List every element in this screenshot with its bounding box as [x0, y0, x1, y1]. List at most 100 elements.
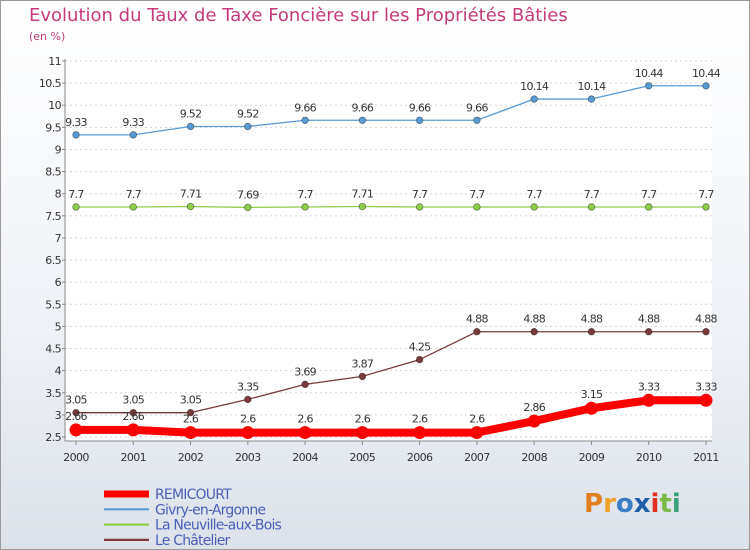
data-label: 3.69 — [294, 365, 316, 378]
data-point — [244, 122, 252, 131]
data-point — [702, 203, 710, 211]
data-label: 2.6 — [412, 413, 428, 426]
y-tick-label: 7.5 — [45, 210, 61, 223]
legend-label: Le Châtelier — [155, 533, 231, 549]
data-label: 4.25 — [409, 341, 431, 354]
data-label: 7.7 — [641, 188, 657, 201]
data-point — [642, 393, 656, 407]
data-point — [358, 202, 367, 211]
data-point — [413, 426, 427, 440]
data-label: 10.44 — [635, 67, 664, 80]
data-point — [587, 203, 596, 211]
x-tick-label: 2008 — [521, 451, 547, 464]
y-tick-label: 10.5 — [39, 77, 62, 90]
data-label: 3.33 — [638, 380, 660, 393]
data-point — [584, 401, 598, 415]
data-point — [72, 131, 80, 139]
data-label: 7.7 — [469, 188, 485, 201]
data-point — [186, 408, 195, 417]
data-label: 3.05 — [122, 394, 144, 407]
plot-area — [65, 59, 712, 441]
data-label: 9.66 — [352, 101, 374, 114]
y-tick-label: 4 — [55, 365, 62, 378]
x-tick-label: 2010 — [636, 451, 662, 464]
data-label: 7.7 — [412, 188, 428, 201]
logo-letter: r — [603, 489, 616, 519]
data-point — [126, 423, 140, 437]
data-label: 10.44 — [692, 67, 721, 80]
data-label: 4.88 — [638, 313, 660, 326]
data-point — [184, 426, 198, 440]
data-label: 4.88 — [523, 313, 545, 326]
legend-label: Givry-en-Argonne — [155, 502, 265, 518]
data-point — [645, 82, 653, 90]
data-point — [298, 426, 312, 440]
data-point — [470, 426, 484, 440]
data-point — [699, 393, 713, 407]
x-tick-label: 2009 — [579, 451, 605, 464]
data-label: 7.71 — [180, 188, 202, 201]
data-point — [358, 116, 367, 124]
data-point — [301, 116, 309, 124]
data-point — [645, 203, 653, 211]
legend-label: La Neuville-aux-Bois — [155, 518, 282, 534]
logo-letter: i — [671, 489, 681, 519]
data-point — [301, 380, 309, 389]
data-point — [415, 116, 424, 124]
data-label: 10.14 — [577, 80, 606, 93]
data-label: 2.86 — [523, 401, 545, 414]
logo-letter: i — [650, 489, 660, 519]
x-tick-label: 2011 — [693, 451, 719, 464]
y-tick-label: 9.5 — [45, 121, 61, 134]
data-point — [355, 426, 369, 440]
data-label: 2.6 — [183, 413, 199, 426]
data-point — [415, 203, 424, 211]
data-point — [244, 395, 252, 404]
y-tick-label: 10 — [48, 99, 61, 112]
logo-letter: t — [659, 489, 672, 519]
y-tick-label: 7 — [55, 232, 62, 245]
data-point — [186, 122, 195, 131]
x-tick-label: 2002 — [178, 451, 204, 464]
data-label: 3.05 — [180, 394, 202, 407]
data-point — [587, 328, 596, 336]
data-point — [473, 203, 481, 211]
data-label: 4.88 — [466, 313, 488, 326]
x-tick-label: 2006 — [407, 451, 433, 464]
data-point — [186, 202, 195, 211]
chart-title: Evolution du Taux de Taxe Foncière sur l… — [29, 5, 568, 26]
data-label: 3.35 — [237, 380, 259, 393]
logo-letter: o — [615, 489, 634, 519]
data-point — [69, 423, 83, 437]
data-point — [530, 203, 538, 211]
data-label: 7.7 — [126, 188, 142, 201]
logo-letter: x — [633, 489, 651, 519]
data-label: 2.6 — [469, 413, 485, 426]
y-tick-label: 6 — [55, 276, 62, 289]
data-point — [415, 355, 424, 364]
x-tick-label: 2005 — [350, 451, 376, 464]
data-point — [587, 95, 596, 103]
data-label: 9.52 — [180, 107, 202, 120]
y-tick-label: 11 — [48, 55, 61, 68]
data-point — [129, 408, 137, 417]
data-label: 3.87 — [352, 357, 374, 370]
series-line-givry-en-argonne — [75, 85, 707, 136]
data-label: 7.7 — [698, 188, 714, 201]
series-line-la-neuville-aux-bois — [75, 205, 707, 209]
data-point — [530, 328, 538, 336]
data-point — [645, 328, 653, 336]
data-point — [527, 414, 541, 428]
y-tick-label: 4.5 — [45, 343, 61, 356]
data-label: 9.66 — [294, 101, 316, 114]
data-point — [129, 131, 137, 139]
y-tick-label: 6.5 — [45, 254, 61, 267]
data-point — [473, 328, 481, 336]
x-tick-label: 2003 — [235, 451, 261, 464]
y-tick-label: 5.5 — [45, 298, 61, 311]
data-label: 7.7 — [584, 188, 600, 201]
data-label: 9.66 — [409, 101, 431, 114]
data-label: 9.52 — [237, 107, 259, 120]
series-line-le-ch-telier — [75, 331, 707, 414]
